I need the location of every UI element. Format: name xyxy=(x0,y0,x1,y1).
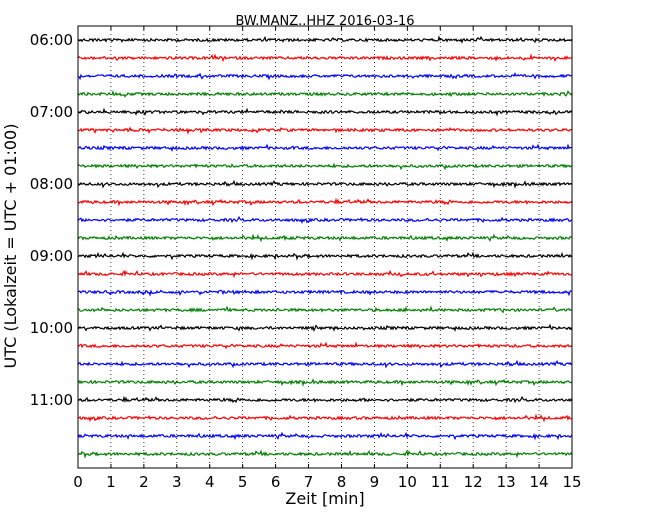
trace-10:15 xyxy=(77,341,573,350)
trace-group xyxy=(77,35,573,459)
trace-09:30 xyxy=(77,289,573,297)
trace-06:45 xyxy=(77,89,573,98)
trace-11:30 xyxy=(77,431,573,441)
y-tick-label: 11:00 xyxy=(30,391,73,409)
trace-11:45 xyxy=(77,449,573,459)
x-tick-label: 14 xyxy=(530,473,549,491)
x-tick-label: 2 xyxy=(139,473,149,491)
x-axis: 0 1 2 3 4 5 6 7 8 9 10 11 12 13 14 15 xyxy=(73,26,582,491)
x-tick-label: 8 xyxy=(337,473,347,491)
trace-06:00 xyxy=(77,35,573,44)
trace-06:30 xyxy=(77,71,573,81)
x-tick-label: 3 xyxy=(172,473,182,491)
y-axis-label: UTC (Lokalzeit = UTC + 01:00) xyxy=(1,124,20,369)
trace-10:45 xyxy=(77,378,573,387)
y-tick-label: 07:00 xyxy=(30,103,73,121)
x-tick-label: 10 xyxy=(398,473,417,491)
trace-07:30 xyxy=(77,143,573,152)
x-tick-label: 12 xyxy=(464,473,483,491)
x-tick-label: 5 xyxy=(238,473,248,491)
x-tick-label: 0 xyxy=(73,473,83,491)
trace-07:00 xyxy=(77,107,573,117)
x-grid xyxy=(110,26,540,468)
trace-11:00 xyxy=(77,395,573,404)
x-tick-label: 15 xyxy=(562,473,581,491)
x-axis-label: Zeit [min] xyxy=(285,489,364,508)
trace-10:30 xyxy=(77,359,573,369)
y-tick-label: 08:00 xyxy=(30,175,73,193)
trace-11:15 xyxy=(77,413,573,423)
y-axis: 06:00 07:00 08:00 09:00 10:00 11:00 xyxy=(30,31,572,409)
x-tick-label: 1 xyxy=(106,473,116,491)
y-tick-label: 10:00 xyxy=(30,319,73,337)
x-tick-label: 9 xyxy=(370,473,380,491)
x-tick-label: 4 xyxy=(205,473,215,491)
trace-08:45 xyxy=(77,233,573,243)
trace-08:15 xyxy=(77,197,573,207)
trace-07:15 xyxy=(77,126,573,135)
trace-10:00 xyxy=(77,323,573,332)
x-tick-label: 11 xyxy=(431,473,450,491)
chart-title: BW.MANZ..HHZ 2016-03-16 xyxy=(235,14,414,29)
plot-frame xyxy=(77,25,573,469)
trace-06:15 xyxy=(77,53,573,63)
x-tick-label: 6 xyxy=(271,473,281,491)
trace-07:45 xyxy=(77,162,573,171)
y-tick-label: 09:00 xyxy=(30,247,73,265)
trace-08:30 xyxy=(77,215,573,225)
trace-09:00 xyxy=(77,251,573,261)
trace-09:15 xyxy=(77,269,573,279)
x-tick-label: 7 xyxy=(304,473,314,491)
x-tick-label: 13 xyxy=(497,473,516,491)
trace-08:00 xyxy=(77,179,573,189)
y-tick-label: 06:00 xyxy=(30,31,73,49)
trace-09:45 xyxy=(77,305,573,314)
